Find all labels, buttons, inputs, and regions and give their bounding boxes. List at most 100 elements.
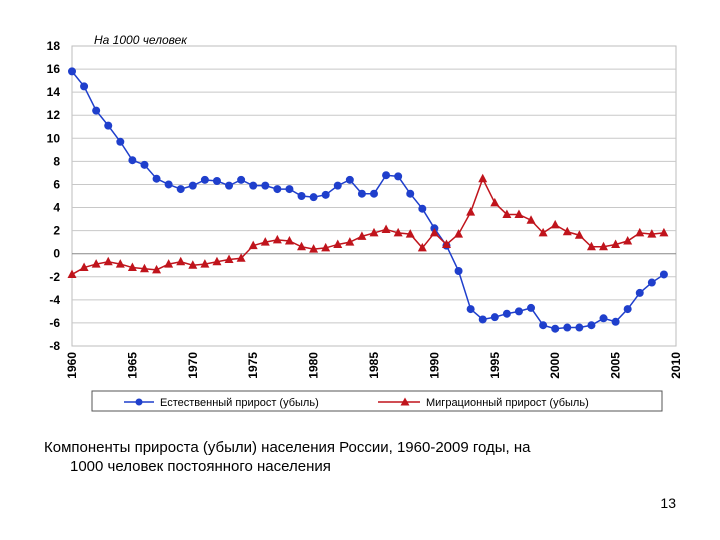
data-point — [80, 82, 89, 91]
data-point — [309, 193, 318, 202]
data-point — [550, 219, 560, 229]
data-point — [490, 313, 499, 322]
x-tick-label: 2010 — [669, 352, 683, 379]
data-point — [599, 314, 608, 323]
data-point — [538, 227, 548, 237]
data-point — [115, 259, 125, 268]
data-point — [382, 171, 391, 180]
data-point — [297, 241, 307, 251]
y-tick-label: 14 — [47, 85, 61, 99]
data-point — [67, 269, 77, 278]
data-point — [188, 181, 197, 190]
data-point — [284, 236, 294, 245]
grid-lines — [72, 68, 676, 324]
x-tick-label: 2000 — [548, 352, 562, 379]
y-axis: 18 16 14 12 10 8 6 4 2 0 -2 -4 -6 -8 — [47, 39, 61, 353]
data-point — [152, 174, 161, 183]
data-point — [333, 239, 343, 248]
unit-label: На 1000 человек — [94, 33, 188, 47]
data-point — [273, 185, 282, 194]
data-point — [514, 307, 523, 316]
data-point — [405, 229, 415, 238]
data-point — [659, 227, 669, 237]
data-point — [68, 67, 76, 76]
data-point — [272, 234, 282, 244]
data-point — [393, 227, 403, 237]
series-natural-growth — [68, 67, 668, 333]
legend-marker-migration — [400, 397, 410, 406]
series-layer — [67, 67, 669, 333]
x-tick-label: 1980 — [307, 352, 321, 379]
y-tick-label: 16 — [47, 62, 61, 76]
data-point — [623, 305, 632, 314]
data-point — [92, 106, 101, 115]
x-tick-label: 1985 — [367, 352, 381, 379]
caption-line-2: 1000 человек постоянного населения — [70, 458, 331, 475]
data-point — [285, 185, 294, 194]
data-point — [466, 305, 475, 314]
legend-marker-natural — [135, 398, 143, 406]
data-point — [418, 204, 427, 213]
data-point — [212, 177, 221, 185]
data-point — [248, 240, 258, 250]
data-point — [551, 324, 560, 333]
page-number: 13 — [660, 495, 676, 511]
data-point — [659, 270, 668, 279]
y-tick-label: -6 — [49, 316, 60, 330]
data-point — [188, 260, 198, 269]
y-tick-label: -4 — [49, 293, 60, 307]
data-point — [357, 231, 367, 240]
data-point — [647, 229, 657, 238]
legend-box — [91, 390, 663, 412]
data-point — [224, 254, 234, 263]
data-point — [406, 189, 415, 198]
data-point — [139, 263, 149, 273]
data-point — [176, 185, 185, 194]
data-point — [441, 239, 451, 248]
data-point — [212, 256, 222, 266]
y-tick-label: 0 — [53, 247, 60, 261]
data-point — [127, 262, 137, 272]
x-tick-label: 2005 — [609, 352, 623, 379]
data-point — [466, 207, 476, 216]
data-point — [261, 181, 270, 190]
y-tick-label: 8 — [53, 154, 60, 168]
legend-label-natural: Естественный прирост (убыль) — [160, 397, 319, 409]
data-point — [237, 175, 246, 184]
y-tick-label: 12 — [47, 108, 61, 122]
data-point — [574, 230, 584, 239]
data-point — [128, 156, 137, 165]
x-tick-label: 1990 — [427, 352, 441, 379]
data-point — [514, 209, 524, 218]
data-point — [454, 267, 463, 275]
chart-caption: Компоненты прироста (убыли) населения Ро… — [44, 438, 684, 476]
data-point — [539, 321, 548, 330]
data-point — [91, 259, 101, 268]
y-tick-label: 18 — [47, 39, 61, 53]
x-tick-label: 1960 — [65, 352, 79, 379]
legend-label-migration: Миграционный прирост (убыль) — [426, 397, 589, 409]
data-point — [586, 241, 596, 251]
data-point — [611, 239, 621, 248]
data-point — [225, 181, 234, 190]
data-point — [381, 224, 391, 233]
caption-line-1: Компоненты прироста (убыли) населения Ро… — [44, 439, 531, 456]
legend: Естественный прирост (убыль) Миграционны… — [91, 390, 663, 412]
data-point — [562, 226, 572, 236]
data-point — [394, 172, 403, 181]
data-point — [164, 259, 174, 268]
y-tick-label: 10 — [47, 131, 61, 145]
x-tick-label: 1965 — [125, 352, 139, 379]
x-axis: 1960 1965 1970 1975 1980 1985 1990 1995 2000 2005… — [65, 352, 683, 379]
data-point — [635, 227, 645, 237]
data-point — [116, 137, 125, 146]
data-point — [345, 237, 355, 246]
data-point — [478, 173, 488, 183]
data-point — [369, 227, 379, 237]
data-point — [587, 321, 596, 330]
data-point — [309, 244, 319, 253]
x-tick-label: 1970 — [186, 352, 200, 379]
data-point — [152, 264, 162, 274]
data-point — [345, 175, 354, 184]
data-point — [635, 288, 644, 297]
